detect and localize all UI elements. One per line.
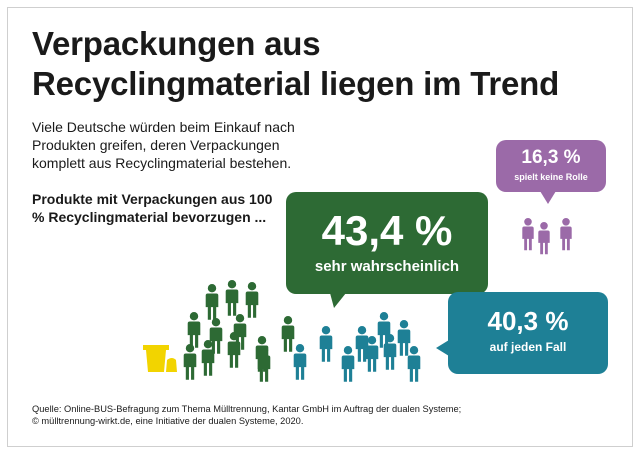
- person-icon: [365, 336, 379, 372]
- bubble-tails: [330, 191, 556, 356]
- person-icon: [407, 346, 421, 382]
- category-label-spielt-keine-rolle: spielt keine Rolle: [514, 172, 588, 182]
- source-note: Quelle: Online-BUS-Befragung zum Thema M…: [32, 403, 592, 427]
- person-icon: [201, 340, 215, 376]
- person-icon: [187, 312, 201, 348]
- source-line-1: Quelle: Online-BUS-Befragung zum Thema M…: [32, 404, 462, 414]
- person-icon: [205, 284, 219, 320]
- person-icon: [209, 318, 223, 354]
- page-title: Verpackungen aus Recyclingmaterial liege…: [32, 24, 622, 104]
- bubble-auf-jeden-fall: 40,3 % auf jeden Fall: [448, 292, 608, 374]
- title-line-1: Verpackungen aus: [32, 25, 321, 62]
- source-line-2: © mülltrennung-wirkt.de, eine Initiative…: [32, 416, 304, 426]
- person-icon: [281, 316, 295, 352]
- title-line-2: Recyclingmaterial liegen im Trend: [32, 65, 560, 102]
- value-label-spielt-keine-rolle: 16,3 %: [521, 147, 581, 168]
- bubble-tail-green: [330, 293, 346, 308]
- bubble-tail-purple: [540, 191, 556, 204]
- yellow-bin-icon: [143, 345, 177, 372]
- person-icon: [341, 346, 355, 382]
- person-icon: [227, 332, 241, 368]
- person-icon: [522, 218, 534, 251]
- bubble-sehr-wahrscheinlich: 43,4 % sehr wahrscheinlich: [286, 192, 488, 294]
- person-icon: [355, 326, 369, 362]
- category-label-auf-jeden-fall: auf jeden Fall: [489, 340, 567, 354]
- person-icon: [319, 326, 333, 362]
- person-icon: [377, 312, 391, 348]
- category-label-sehr-wahrscheinlich: sehr wahrscheinlich: [314, 258, 460, 275]
- intro-text: Viele Deutsche würden beim Einkauf nach …: [32, 119, 295, 171]
- value-label-auf-jeden-fall: 40,3 %: [487, 306, 569, 336]
- bubble-tail-teal: [436, 340, 449, 356]
- person-icon: [397, 320, 411, 356]
- bubble-spielt-keine-rolle: 16,3 % spielt keine Rolle: [496, 140, 606, 192]
- person-icon: [183, 344, 197, 380]
- survey-question: Produkte mit Verpackungen aus 100 % Recy…: [32, 191, 273, 225]
- person-icon: [233, 314, 247, 350]
- person-icon: [538, 222, 550, 255]
- person-icon: [257, 346, 271, 382]
- person-icon: [225, 280, 239, 316]
- person-icon: [560, 218, 572, 251]
- value-label-sehr-wahrscheinlich: 43,4 %: [321, 207, 453, 254]
- person-icon: [293, 344, 307, 380]
- person-icon: [245, 282, 259, 318]
- person-icon: [383, 334, 397, 370]
- figure-group: [183, 218, 572, 382]
